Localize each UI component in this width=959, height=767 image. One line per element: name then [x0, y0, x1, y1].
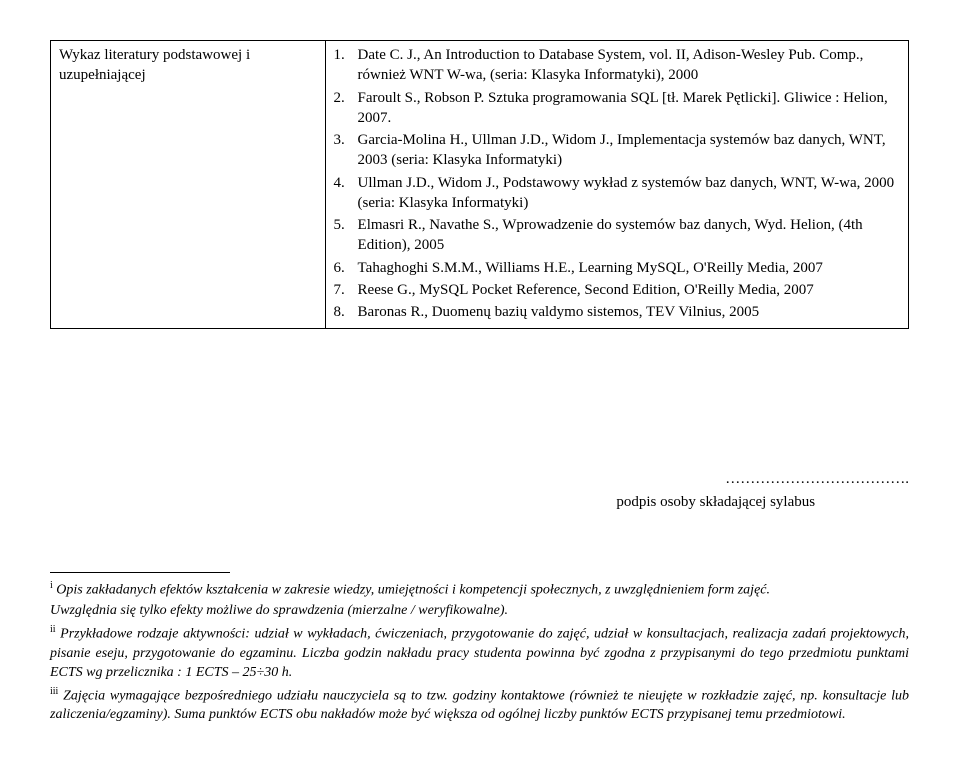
- bib-text: Elmasri R., Navathe S., Wprowadzenie do …: [358, 215, 900, 256]
- bib-number: 4.: [334, 173, 358, 214]
- footnote-text: Zajęcia wymagające bezpośredniego udział…: [50, 688, 909, 722]
- bibliography-heading: Wykaz literatury podstawowej i uzupełnia…: [59, 47, 250, 83]
- footnote-text: Przykładowe rodzaje aktywności: udział w…: [50, 627, 909, 680]
- bib-text: Garcia-Molina H., Ullman J.D., Widom J.,…: [358, 130, 900, 171]
- bib-item: 1. Date C. J., An Introduction to Databa…: [334, 45, 900, 86]
- bib-text: Reese G., MySQL Pocket Reference, Second…: [358, 280, 900, 300]
- bib-number: 1.: [334, 45, 358, 86]
- footnote-index: iii: [50, 686, 58, 697]
- bib-item: 2. Faroult S., Robson P. Sztuka programo…: [334, 88, 900, 129]
- signature-caption: podpis osoby składającej sylabus: [522, 492, 909, 512]
- bib-item: 4. Ullman J.D., Widom J., Podstawowy wyk…: [334, 173, 900, 214]
- bib-text: Ullman J.D., Widom J., Podstawowy wykład…: [358, 173, 900, 214]
- bib-number: 3.: [334, 130, 358, 171]
- bib-number: 2.: [334, 88, 358, 129]
- bib-text: Tahaghoghi S.M.M., Williams H.E., Learni…: [358, 258, 900, 278]
- footnote-iii: iii Zajęcia wymagające bezpośredniego ud…: [50, 685, 909, 725]
- footnote-index: i: [50, 580, 53, 591]
- bib-item: 3. Garcia-Molina H., Ullman J.D., Widom …: [334, 130, 900, 171]
- footnotes-rule: [50, 572, 230, 573]
- footnote-i: i Opis zakładanych efektów kształcenia w…: [50, 579, 909, 601]
- bib-item: 8. Baronas R., Duomenų bazių valdymo sis…: [334, 302, 900, 322]
- bib-number: 5.: [334, 215, 358, 256]
- footnote-i-cont: Uwzględnia się tylko efekty możliwe do s…: [50, 602, 909, 621]
- bib-item: 6. Tahaghoghi S.M.M., Williams H.E., Lea…: [334, 258, 900, 278]
- bibliography-table: Wykaz literatury podstawowej i uzupełnia…: [50, 40, 909, 329]
- footnote-text: Opis zakładanych efektów kształcenia w z…: [56, 582, 770, 597]
- bib-text: Baronas R., Duomenų bazių valdymo sistem…: [358, 302, 900, 322]
- bib-number: 8.: [334, 302, 358, 322]
- bibliography-left-cell: Wykaz literatury podstawowej i uzupełnia…: [51, 41, 326, 329]
- bib-number: 6.: [334, 258, 358, 278]
- bibliography-right-cell: 1. Date C. J., An Introduction to Databa…: [325, 41, 908, 329]
- signature-dots: ……………………………….: [50, 469, 909, 489]
- bib-item: 7. Reese G., MySQL Pocket Reference, Sec…: [334, 280, 900, 300]
- bib-text: Faroult S., Robson P. Sztuka programowan…: [358, 88, 900, 129]
- bib-item: 5. Elmasri R., Navathe S., Wprowadzenie …: [334, 215, 900, 256]
- footnote-ii: ii Przykładowe rodzaje aktywności: udzia…: [50, 623, 909, 682]
- bib-text: Date C. J., An Introduction to Database …: [358, 45, 900, 86]
- footnote-index: ii: [50, 624, 56, 635]
- bib-number: 7.: [334, 280, 358, 300]
- footnotes-body: i Opis zakładanych efektów kształcenia w…: [50, 579, 909, 725]
